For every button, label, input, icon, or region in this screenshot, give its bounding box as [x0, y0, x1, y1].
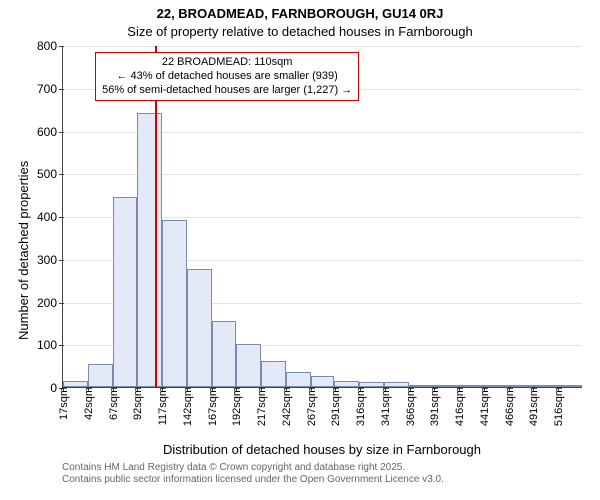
histogram-bar — [311, 376, 335, 387]
footer-line2: Contains public sector information licen… — [62, 474, 444, 486]
annotation-line3: 56% of semi-detached houses are larger (… — [102, 84, 352, 98]
x-tick-label: 416sqm — [452, 387, 466, 426]
y-tick-label: 100 — [37, 338, 63, 352]
gridline — [63, 46, 582, 47]
footer-text: Contains HM Land Registry data © Crown c… — [62, 462, 444, 486]
x-tick-label: 242sqm — [279, 387, 293, 426]
y-tick-label: 400 — [37, 210, 63, 224]
x-tick-label: 142sqm — [180, 387, 194, 426]
x-tick-label: 167sqm — [205, 387, 219, 426]
chart-title-line2: Size of property relative to detached ho… — [0, 24, 600, 39]
y-tick-label: 600 — [37, 125, 63, 139]
y-tick-label: 800 — [37, 39, 63, 53]
x-tick-label: 42sqm — [81, 387, 95, 420]
footer-line1: Contains HM Land Registry data © Crown c… — [62, 462, 444, 474]
x-tick-label: 217sqm — [254, 387, 268, 426]
chart-container: 22, BROADMEAD, FARNBOROUGH, GU14 0RJ Siz… — [0, 0, 600, 500]
x-axis-label: Distribution of detached houses by size … — [62, 442, 582, 457]
y-tick-label: 200 — [37, 296, 63, 310]
x-tick-label: 291sqm — [328, 387, 342, 426]
annotation-line2: ← 43% of detached houses are smaller (93… — [102, 70, 352, 84]
x-tick-label: 466sqm — [502, 387, 516, 426]
x-tick-label: 267sqm — [304, 387, 318, 426]
x-tick-label: 516sqm — [551, 387, 565, 426]
x-tick-label: 441sqm — [477, 387, 491, 426]
x-tick-label: 67sqm — [106, 387, 120, 420]
annotation-line1: 22 BROADMEAD: 110sqm — [102, 56, 352, 70]
histogram-bar — [286, 372, 311, 387]
x-tick-label: 192sqm — [229, 387, 243, 426]
histogram-bar — [162, 220, 187, 387]
x-tick-label: 117sqm — [155, 387, 169, 425]
y-tick-label: 700 — [37, 82, 63, 96]
histogram-bar — [261, 361, 286, 387]
histogram-bar — [187, 269, 212, 387]
x-tick-label: 391sqm — [427, 387, 441, 426]
plot-area: 0100200300400500600700800 22 BROADMEAD: … — [62, 46, 582, 388]
x-tick-label: 491sqm — [526, 387, 540, 426]
x-tick-label: 341sqm — [378, 387, 392, 426]
histogram-bar — [212, 321, 237, 387]
histogram-bar — [88, 364, 113, 388]
reference-annotation-box: 22 BROADMEAD: 110sqm ← 43% of detached h… — [95, 52, 359, 101]
x-tick-label: 316sqm — [353, 387, 367, 426]
histogram-bar — [113, 197, 138, 387]
x-tick-label: 92sqm — [130, 387, 144, 420]
histogram-bar — [137, 113, 162, 387]
y-tick-label: 300 — [37, 253, 63, 267]
histogram-bar — [236, 344, 261, 387]
x-tick-label: 366sqm — [403, 387, 417, 426]
y-axis-label: Number of detached properties — [16, 161, 31, 340]
chart-title-line1: 22, BROADMEAD, FARNBOROUGH, GU14 0RJ — [0, 6, 600, 21]
y-tick-label: 500 — [37, 167, 63, 181]
x-tick-label: 17sqm — [56, 387, 70, 420]
